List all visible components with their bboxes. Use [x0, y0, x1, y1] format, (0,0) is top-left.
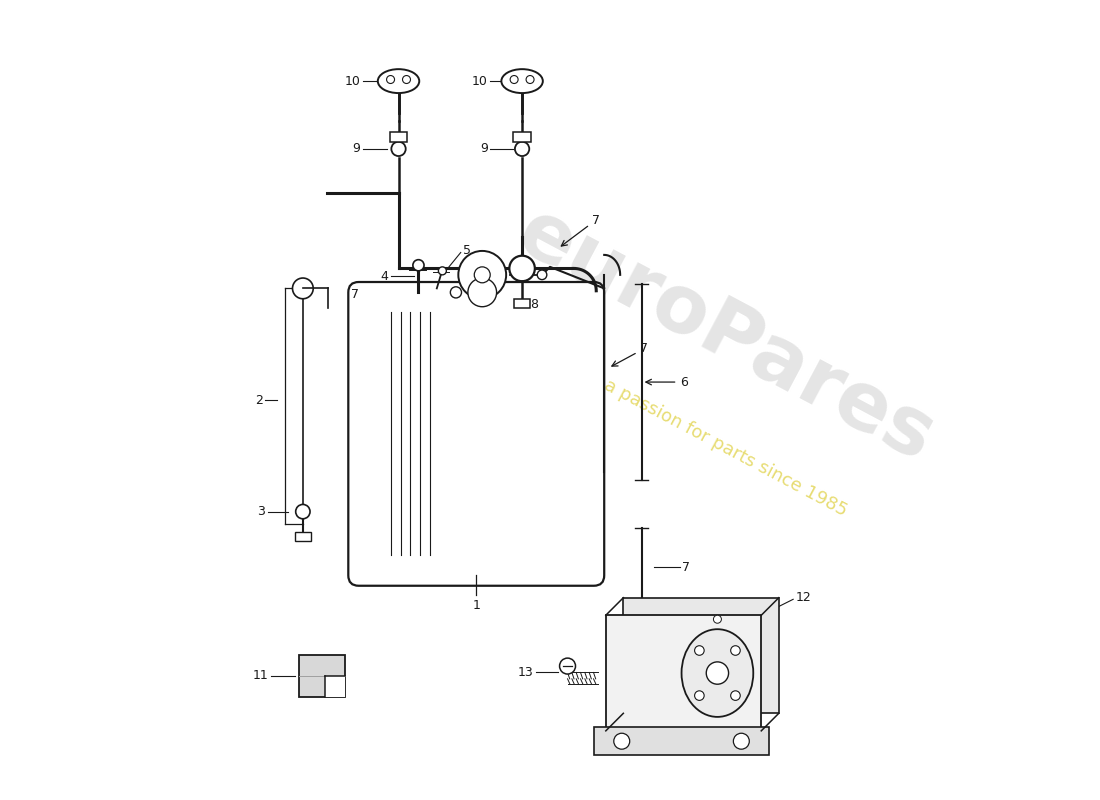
Bar	[295, 531, 311, 541]
Circle shape	[714, 615, 722, 623]
Circle shape	[614, 734, 629, 749]
Text: euroPares: euroPares	[504, 194, 947, 479]
Circle shape	[474, 267, 491, 283]
Circle shape	[459, 251, 506, 298]
Text: 13: 13	[517, 666, 534, 679]
Circle shape	[706, 662, 728, 684]
Circle shape	[730, 691, 740, 700]
Text: 1: 1	[472, 599, 481, 612]
Circle shape	[450, 286, 462, 298]
Circle shape	[392, 142, 406, 156]
Text: 11: 11	[253, 670, 268, 682]
Text: 7: 7	[351, 288, 359, 302]
Text: 7: 7	[682, 561, 691, 574]
Text: 7: 7	[592, 214, 601, 227]
Bar	[624, 598, 779, 714]
Circle shape	[694, 646, 704, 655]
Text: 3: 3	[257, 505, 265, 518]
Circle shape	[694, 691, 704, 700]
Circle shape	[526, 75, 535, 83]
Text: 12: 12	[795, 591, 812, 604]
Text: 8: 8	[530, 298, 538, 311]
Circle shape	[412, 260, 424, 271]
Circle shape	[403, 75, 410, 83]
Text: 9: 9	[352, 142, 361, 155]
FancyBboxPatch shape	[349, 282, 604, 586]
Circle shape	[734, 734, 749, 749]
Bar	[514, 298, 530, 308]
Text: 7: 7	[640, 342, 648, 354]
Text: 6: 6	[680, 375, 688, 389]
Bar	[594, 727, 769, 754]
Circle shape	[386, 75, 395, 83]
Text: 10: 10	[472, 74, 487, 88]
Text: 10: 10	[344, 74, 361, 88]
Text: 2: 2	[255, 394, 263, 406]
Text: 4: 4	[381, 270, 388, 283]
Bar	[299, 655, 345, 697]
Ellipse shape	[682, 630, 754, 717]
Circle shape	[293, 278, 314, 298]
Circle shape	[296, 505, 310, 518]
Circle shape	[509, 256, 535, 282]
Circle shape	[439, 267, 447, 275]
Text: 5: 5	[463, 244, 471, 257]
Bar	[389, 132, 407, 142]
Circle shape	[560, 658, 575, 674]
Circle shape	[510, 75, 518, 83]
Circle shape	[537, 270, 547, 280]
Text: a passion for parts since 1985: a passion for parts since 1985	[601, 376, 850, 520]
Ellipse shape	[377, 69, 419, 93]
Circle shape	[730, 646, 740, 655]
Bar	[606, 615, 761, 731]
Bar	[326, 676, 345, 697]
Circle shape	[515, 142, 529, 156]
Circle shape	[468, 278, 496, 306]
Bar	[514, 132, 531, 142]
Text: 9: 9	[480, 142, 487, 155]
Ellipse shape	[502, 69, 542, 93]
